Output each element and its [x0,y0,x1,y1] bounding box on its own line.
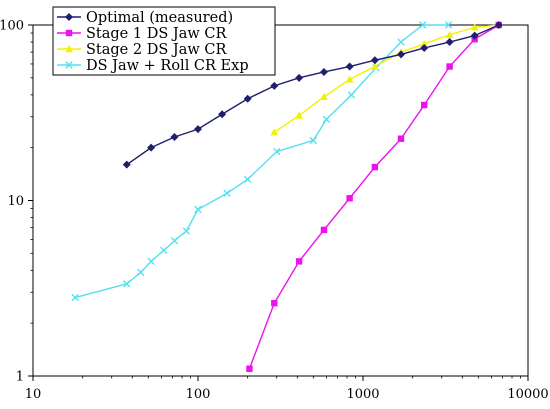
legend-swatch-marker [65,61,73,69]
x-tick-label: 10000 [507,387,548,402]
legend-label: DS Jaw + Roll CR Exp [86,58,249,74]
series-3-point [223,189,231,197]
series-1-point [397,135,405,142]
series-2-point [445,30,454,38]
series-1-point [295,258,303,265]
series-2-point [270,128,279,136]
x-tick-label: 100 [186,387,211,402]
series-2-point [345,75,354,83]
series-0-point [397,50,406,59]
series-3-point [273,147,281,156]
legend-swatch-marker [65,29,73,37]
series-0-point [218,110,227,119]
y-tick-label: 1 [16,370,24,385]
series-2-point [371,62,379,70]
series-3-point [160,246,168,255]
series-3-point [147,257,155,266]
series-3-point [137,268,145,276]
series-1-point [371,163,379,171]
series-3-point [322,115,331,124]
series-3-point [123,280,131,288]
series-0-point [345,62,354,71]
series-0-point [295,73,304,82]
legend-label: Optimal (measured) [86,10,233,26]
series-1-point [421,101,428,109]
legend-swatch-marker [65,13,73,21]
series-0-point [122,160,131,169]
x-tick-label: 10 [25,387,42,402]
series-markers [71,21,503,372]
series-1-point [246,365,253,372]
series-0-point [147,143,156,152]
series-line-0 [126,24,500,166]
x-tick-label: 1000 [346,387,379,402]
y-tick-label: 10 [7,194,24,209]
series-2-point [470,23,479,31]
series-1-point [446,63,453,70]
series-0-point [470,31,479,40]
series-0-point [370,56,379,65]
legend-label: Stage 1 DS Jaw CR [86,26,227,42]
series-2-point [320,92,328,100]
plot-area [32,24,529,377]
series-2-point [420,39,429,48]
series-1-point [271,299,278,307]
series-1-point [346,195,353,202]
series-0-point [270,81,279,90]
series-3-point [170,237,179,245]
series-0-point [170,133,179,142]
series-3-point [182,227,191,235]
legend-box [52,6,276,76]
series-0-point [243,94,252,103]
legend: Optimal (measured)Stage 1 DS Jaw CRStage… [52,6,276,76]
series-0-point [420,43,429,52]
series-3-point [347,91,356,99]
legend-swatch-marker [65,45,73,53]
series-3-point [194,205,202,214]
series-3-point [243,175,252,184]
series-3-point [309,136,318,145]
series-0-point [319,67,328,76]
legend-label: Stage 2 DS Jaw CR [86,42,227,58]
series-3-point [444,21,453,29]
series-0-point [194,125,202,134]
series-3-point [71,293,79,302]
series-0-point [494,21,503,29]
y-tick-label: 100 [0,19,24,34]
series-0-point [445,38,454,47]
series-line-2 [273,24,499,133]
series-3-point [418,21,427,29]
series-3-point [397,38,405,46]
series-2-point [295,111,303,119]
series-1-point [320,226,328,234]
